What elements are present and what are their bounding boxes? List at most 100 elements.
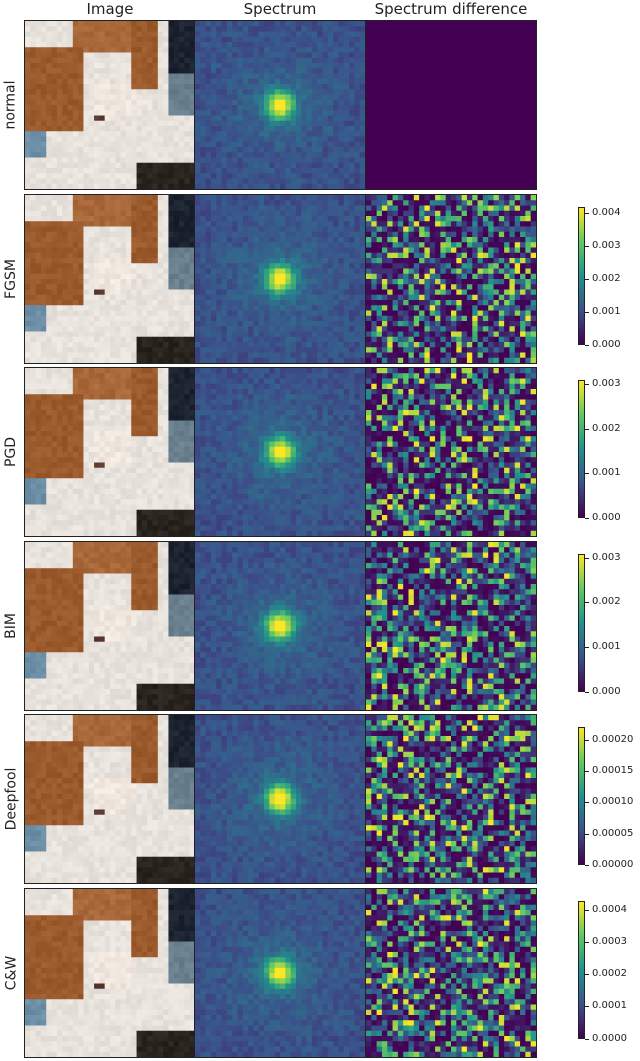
spectrum-difference-heatmap: [366, 888, 536, 1057]
colorbar-tick: [585, 974, 589, 976]
image-panel-4: [24, 714, 196, 884]
image-panel-3: [24, 540, 196, 711]
spectrum-panel-1: [194, 193, 366, 364]
spectrum-difference-panel-5: [365, 887, 537, 1058]
colorbar-tick-label: 0.0002: [592, 968, 627, 980]
spectrum-panel-3: [194, 540, 366, 711]
colorbar-tick: [585, 1006, 589, 1008]
colorbar-tick: [585, 602, 589, 604]
spectrum-difference-heatmap: [366, 21, 536, 189]
image-panel-0: [24, 20, 196, 190]
column-title-0: Image: [86, 0, 134, 18]
colorbar-tick: [585, 245, 589, 247]
row-label-pgd: PGD: [0, 367, 22, 537]
colorbar-tick-label: 0.0004: [592, 904, 627, 916]
spectrum-difference-panel-1: [365, 193, 537, 364]
row-label-bim: BIM: [0, 541, 22, 711]
colorbar-3: 0.000 0.001 0.002 0.003: [578, 551, 640, 696]
colorbar-tick-label: 0.000: [592, 685, 621, 697]
colorbar-tick-label: 0.00005: [592, 827, 634, 839]
colorbar-2: 0.000 0.001 0.002 0.003: [578, 378, 640, 523]
colorbar-tick-label: 0.000: [592, 338, 621, 350]
spectrum-difference-panel-4: [365, 714, 537, 884]
colorbar-tick: [585, 942, 589, 944]
spectrum-heatmap: [195, 541, 365, 710]
row-label-text: PGD: [3, 436, 20, 468]
image-heatmap: [25, 368, 195, 536]
colorbar-tick: [585, 646, 589, 648]
colorbar-tick: [585, 739, 589, 741]
colorbar-gradient: [578, 727, 585, 865]
row-label-text: C&W: [3, 955, 20, 990]
spectrum-difference-panel-3: [365, 540, 537, 711]
colorbar-tick-label: 0.001: [592, 305, 621, 317]
spectrum-difference-panel-2: [365, 367, 537, 537]
image-heatmap: [25, 715, 195, 883]
image-heatmap: [25, 888, 195, 1057]
colorbar-tick: [585, 833, 589, 835]
colorbar-tick-label: 0.000: [592, 512, 621, 523]
spectrum-panel-4: [194, 714, 366, 884]
colorbar-tick: [585, 691, 589, 693]
spectrum-heatmap: [195, 368, 365, 536]
colorbar-gradient: [578, 553, 585, 692]
spectrum-difference-panel-0: [365, 20, 537, 190]
colorbar-tick-label: 0.00020: [592, 733, 634, 745]
spectrum-panel-5: [194, 887, 366, 1058]
spectrum-panel-2: [194, 367, 366, 537]
colorbar-tick: [585, 213, 589, 215]
colorbar-tick: [585, 473, 589, 475]
spectrum-difference-heatmap: [366, 715, 536, 883]
colorbar-tick: [585, 311, 589, 313]
colorbar-tick-label: 0.00010: [592, 796, 634, 808]
image-panel-2: [24, 367, 196, 537]
colorbar-5: 0.0000 0.0001 0.0002 0.0003 0.0004: [578, 900, 640, 1043]
image-heatmap: [25, 21, 195, 189]
colorbar-tick-label: 0.00015: [592, 764, 634, 776]
image-panel-1: [24, 193, 196, 364]
colorbar-tick-label: 0.002: [592, 596, 621, 608]
spectrum-heatmap: [195, 888, 365, 1057]
row-label-text: normal: [3, 80, 19, 130]
colorbar-gradient: [578, 380, 585, 518]
colorbar-gradient: [578, 900, 585, 1039]
colorbar-gradient: [578, 206, 585, 345]
colorbar-tick-label: 0.004: [592, 207, 621, 219]
colorbar-tick-label: 0.0003: [592, 936, 627, 948]
spectrum-heatmap: [195, 21, 365, 189]
row-label-fgsm: FGSM: [0, 194, 22, 364]
spectrum-difference-heatmap: [366, 541, 536, 710]
spectrum-difference-heatmap: [366, 194, 536, 363]
colorbar-tick: [585, 557, 589, 559]
row-label-text: Deepfool: [3, 767, 19, 831]
image-heatmap: [25, 194, 195, 363]
spectrum-heatmap: [195, 194, 365, 363]
column-title-2: Spectrum difference: [374, 0, 528, 18]
colorbar-tick: [585, 865, 589, 866]
colorbar-tick-label: 0.003: [592, 239, 621, 251]
colorbar-tick-label: 0.003: [592, 378, 621, 390]
colorbar-tick-label: 0.001: [592, 467, 621, 479]
spectrum-heatmap: [195, 715, 365, 883]
colorbar-tick: [585, 518, 589, 519]
spectrum-panel-0: [194, 20, 366, 190]
colorbar-tick-label: 0.001: [592, 640, 621, 652]
colorbar-tick: [585, 278, 589, 280]
row-label-text: BIM: [3, 612, 19, 639]
colorbar-tick: [585, 770, 589, 772]
column-title-1: Spectrum: [243, 0, 317, 18]
colorbar-4: 0.00000 0.00005 0.00010 0.00015 0.00020: [578, 727, 640, 870]
colorbar-tick: [585, 1038, 589, 1040]
colorbar-1: 0.000 0.001 0.002 0.003 0.004: [578, 206, 640, 349]
colorbar-tick: [585, 344, 589, 346]
row-label-normal: normal: [0, 20, 22, 190]
colorbar-tick-label: 0.003: [592, 551, 621, 563]
image-heatmap: [25, 541, 195, 710]
spectrum-difference-heatmap: [366, 368, 536, 536]
image-panel-5: [24, 887, 196, 1058]
colorbar-tick: [585, 910, 589, 912]
colorbar-tick-label: 0.00000: [592, 859, 634, 870]
colorbar-tick-label: 0.002: [592, 422, 621, 434]
colorbar-tick: [585, 384, 589, 386]
colorbar-tick-label: 0.002: [592, 272, 621, 284]
